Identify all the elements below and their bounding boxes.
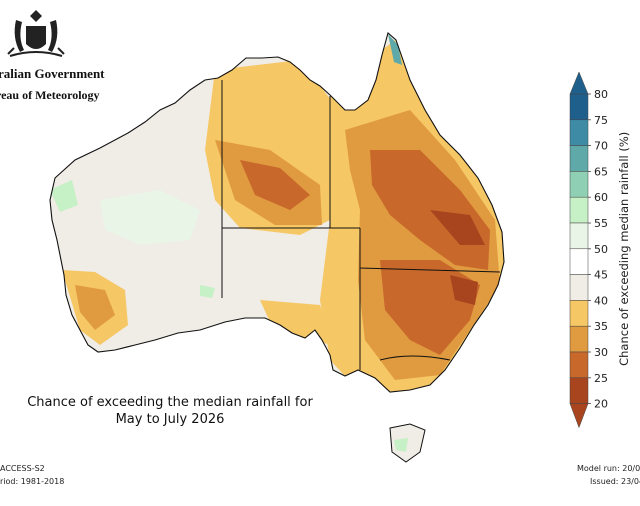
- colorbar-segment: [569, 222, 589, 250]
- colorbar-tick-label: 30: [594, 346, 608, 359]
- colorbar-tick-label: 70: [594, 140, 608, 153]
- colorbar-segment: [569, 145, 589, 172]
- colorbar-tick-label: 25: [594, 372, 608, 385]
- colorbar-segment: [569, 93, 589, 121]
- bureau-title: reau of Meteorology: [0, 88, 100, 102]
- footer-model-run: Model run: 20/04: [577, 464, 640, 473]
- footer-model: ACCESS-S2: [0, 464, 45, 473]
- colorbar-segment: [569, 377, 589, 404]
- map-title-line1: Chance of exceeding the median rainfall …: [27, 395, 313, 410]
- colorbar-segment: [569, 196, 589, 224]
- region-30-35-southwest: [75, 285, 115, 330]
- map-title-line2: May to July 2026: [115, 412, 225, 427]
- colorbar-segment: [569, 325, 589, 353]
- footer-issued: Issued: 23/04: [590, 477, 640, 486]
- region-60-65-wa: [50, 180, 78, 212]
- colorbar-segment: [569, 351, 589, 379]
- region-25-30-nt: [240, 160, 310, 210]
- coastline: [49, 32, 505, 393]
- state-borders: [221, 80, 501, 370]
- colorbar-tick-label: 80: [594, 88, 608, 101]
- colorbar-tick-label: 20: [594, 398, 608, 411]
- colorbar-tick-label: 40: [594, 294, 608, 307]
- colorbar-segment: [569, 119, 589, 146]
- border-nsw-vic: [379, 355, 451, 361]
- colorbar-segment: [569, 171, 589, 198]
- colorbar-segment: [569, 300, 589, 327]
- colorbar-tick-label: 50: [594, 243, 608, 256]
- colorbar-segment: [569, 248, 589, 275]
- colorbar: 80 75 70 65 60 55 50 45 40 35 30 25 20 Chance of exce…: [569, 71, 631, 429]
- footer-period: riod: 1981-2018: [0, 477, 65, 486]
- region-60-65-wa-central: [200, 285, 215, 298]
- map-title: Chance of exceeding the median rainfall …: [0, 394, 340, 428]
- region-55-60-wa: [100, 190, 200, 245]
- coat-of-arms-emblem: [7, 10, 65, 57]
- tasmania: [390, 424, 425, 462]
- colorbar-tick-label: 75: [594, 114, 608, 127]
- colorbar-upper-arrow: [569, 71, 589, 95]
- tasmania-coastline: [389, 423, 426, 463]
- colorbar-tick-label: 60: [594, 191, 608, 204]
- region-70-75-cape-york: [388, 34, 402, 65]
- region-20-25-queensland: [430, 210, 485, 245]
- tasmania-wet-region: [394, 438, 408, 452]
- government-title: ralian Government: [0, 66, 105, 81]
- colorbar-lower-arrow: [569, 403, 589, 429]
- colorbar-segment: [569, 274, 589, 301]
- region-20-25-nsw: [450, 275, 478, 305]
- probability-regions: [50, 34, 504, 392]
- colorbar-tick-label: 65: [594, 165, 608, 178]
- colorbar-tick-label: 35: [594, 320, 608, 333]
- colorbar-tick-label: 45: [594, 269, 608, 282]
- colorbar-tick-label: 55: [594, 217, 608, 230]
- colorbar-title: Chance of exceeding median rainfall (%): [617, 132, 631, 366]
